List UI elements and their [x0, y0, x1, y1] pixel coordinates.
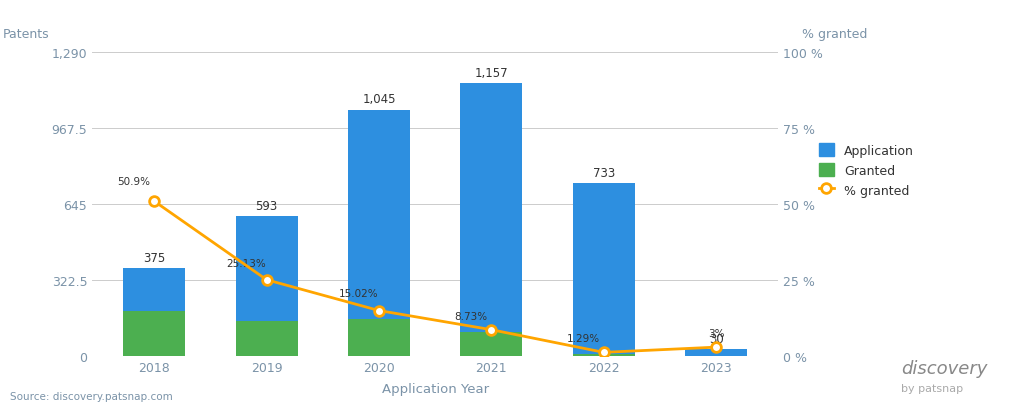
Text: 593: 593 [256, 200, 278, 213]
Text: % granted: % granted [802, 28, 867, 40]
Bar [236, 321, 298, 356]
Text: 25.13%: 25.13% [226, 258, 266, 268]
X-axis label: Application Year: Application Year [382, 383, 488, 396]
Bar [685, 350, 748, 356]
Text: 157: 157 [369, 333, 389, 343]
Bar [572, 184, 635, 356]
Text: 30: 30 [709, 332, 724, 345]
% granted [373, 308, 385, 313]
% granted [485, 328, 498, 333]
Bar [461, 333, 522, 356]
Text: 3%: 3% [708, 328, 724, 338]
Text: 1.29%: 1.29% [567, 333, 600, 343]
Text: Source: discovery.patsnap.com: Source: discovery.patsnap.com [10, 391, 173, 401]
Bar [236, 217, 298, 356]
Bar [572, 354, 635, 356]
Bar [123, 268, 185, 356]
Line: % granted: % granted [150, 197, 721, 357]
% granted [148, 199, 161, 204]
Text: 149: 149 [256, 334, 278, 344]
Bar [348, 110, 410, 356]
Text: 101: 101 [481, 339, 502, 350]
Text: by patsnap: by patsnap [901, 383, 964, 393]
Text: 8.73%: 8.73% [455, 311, 487, 321]
Text: 15.02%: 15.02% [339, 289, 379, 298]
Text: 375: 375 [143, 251, 165, 264]
Text: discovery: discovery [901, 359, 987, 377]
Text: 191: 191 [143, 329, 165, 339]
Text: Patents: Patents [3, 28, 49, 40]
Text: 1,045: 1,045 [362, 93, 395, 106]
Bar [123, 311, 185, 356]
Text: 50.9%: 50.9% [118, 177, 151, 187]
Legend: Application, Granted, % granted: Application, Granted, % granted [819, 144, 913, 197]
Text: 1,157: 1,157 [474, 67, 508, 80]
Bar [348, 320, 410, 356]
% granted [598, 350, 610, 355]
% granted [710, 345, 722, 350]
Text: 733: 733 [593, 166, 614, 179]
% granted [260, 278, 272, 283]
Bar [461, 84, 522, 356]
